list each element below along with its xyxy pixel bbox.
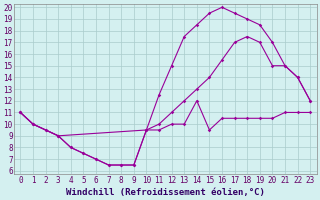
- X-axis label: Windchill (Refroidissement éolien,°C): Windchill (Refroidissement éolien,°C): [66, 188, 265, 197]
